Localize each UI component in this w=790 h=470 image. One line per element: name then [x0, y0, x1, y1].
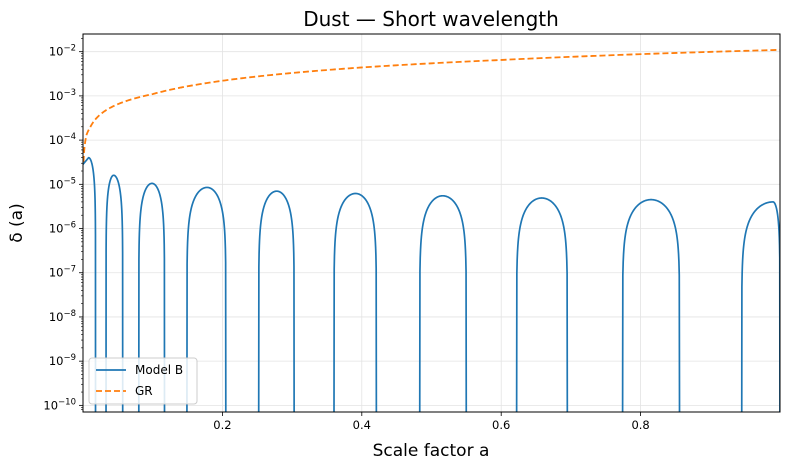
y-tick-label: 10−8 — [49, 309, 76, 324]
y-tick-label: 10−2 — [49, 44, 76, 59]
grid — [83, 34, 780, 412]
series-model-b-lobe — [257, 190, 295, 412]
plot-frame — [82, 33, 781, 413]
series-model-b-lobe — [515, 197, 569, 412]
series-layer — [83, 48, 780, 412]
series-model-b-lobe — [137, 182, 166, 412]
legend: Model B GR — [88, 357, 198, 405]
x-tick-label: 0.6 — [492, 418, 510, 432]
y-tick-label: 10−4 — [49, 132, 76, 147]
y-tick-label: 10−5 — [49, 176, 76, 191]
series-model-b-lobe — [83, 156, 97, 412]
y-axis: 10−10 10−9 10−8 10−7 10−6 10−5 10−4 10−3 10−2 — [43, 38, 83, 412]
y-tick-label: 10−9 — [49, 353, 76, 368]
legend-label-gr: GR — [135, 384, 153, 398]
chart-title: Dust — Short wavelength — [303, 7, 559, 31]
y-tick-label: 10−6 — [49, 221, 76, 236]
y-tick-label: 10−10 — [43, 397, 76, 412]
legend-label-model-b: Model B — [135, 363, 183, 377]
series-model-b-lobe — [186, 186, 227, 412]
x-axis: 0.2 0.4 0.6 0.8 — [213, 412, 650, 432]
x-axis-label: Scale factor a — [373, 441, 490, 461]
series-model-b-lobe — [333, 192, 378, 412]
y-tick-label: 10−7 — [49, 265, 76, 280]
x-tick-label: 0.4 — [353, 418, 371, 432]
x-tick-label: 0.8 — [631, 418, 649, 432]
series-gr-line — [83, 48, 780, 162]
y-tick-label: 10−3 — [49, 88, 76, 103]
series-model-b-lobe — [740, 201, 780, 412]
series-model-b-lobe — [418, 194, 468, 412]
series-model-b-lobe — [105, 174, 124, 412]
x-tick-label: 0.2 — [213, 418, 231, 432]
y-axis-label: δ (a) — [7, 203, 27, 243]
series-model-b-lobe — [621, 198, 681, 412]
